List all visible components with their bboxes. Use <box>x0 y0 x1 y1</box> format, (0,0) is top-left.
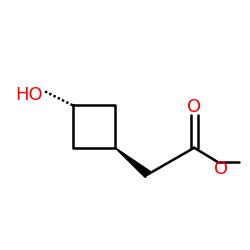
Text: O: O <box>214 160 228 178</box>
Polygon shape <box>115 148 150 178</box>
Text: HO: HO <box>15 86 43 104</box>
Text: O: O <box>187 98 201 116</box>
